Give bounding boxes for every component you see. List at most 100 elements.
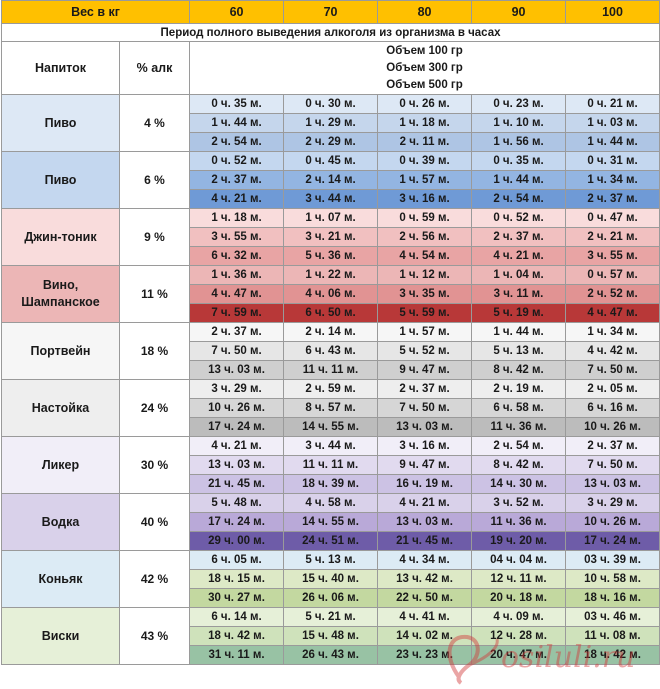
elimination-time-cell: 03 ч. 39 м.	[565, 550, 660, 570]
elimination-time-cell: 14 ч. 55 м.	[283, 512, 379, 532]
elimination-time-cell: 1 ч. 22 м.	[283, 265, 379, 285]
elimination-time-cell: 3 ч. 52 м.	[471, 493, 567, 513]
elimination-time-cell: 3 ч. 21 м.	[283, 227, 379, 247]
table-row: Коньяк 42 % 6 ч. 05 м. 5 ч. 13 м. 4 ч. 34 м.…	[1, 550, 660, 608]
elimination-time-cell: 16 ч. 19 м.	[377, 474, 473, 494]
elimination-time-cell: 0 ч. 30 м.	[283, 94, 379, 114]
volume-500: Объем 500 гр	[386, 78, 463, 91]
elimination-time-cell: 24 ч. 51 м.	[283, 531, 379, 551]
elimination-time-cell: 12 ч. 28 м.	[471, 626, 567, 646]
elimination-time-cell: 11 ч. 11 м.	[283, 360, 379, 380]
elimination-time-cell: 2 ч. 37 м.	[189, 170, 285, 190]
elimination-time-cell: 13 ч. 03 м.	[189, 360, 285, 380]
elimination-time-cell: 10 ч. 26 м.	[189, 398, 285, 418]
volume-100: Объем 100 гр	[386, 44, 463, 57]
elimination-time-cell: 18 ч. 16 м.	[565, 588, 660, 608]
drink-name: Джин-тоник	[1, 208, 120, 266]
elimination-time-cell: 13 ч. 03 м.	[565, 474, 660, 494]
elimination-time-cell: 4 ч. 09 м.	[471, 607, 567, 627]
table-row: 29 ч. 00 м. 24 ч. 51 м. 21 ч. 45 м. 19 ч. 2…	[2, 531, 660, 551]
table-row: 2 ч. 37 м. 2 ч. 14 м. 1 ч. 57 м. 1 ч. 44 м.…	[2, 170, 660, 190]
elimination-time-cell: 04 ч. 04 м.	[471, 550, 567, 570]
elimination-time-cell: 4 ч. 21 м.	[189, 189, 285, 209]
table-row: Виски 43 % 6 ч. 14 м. 5 ч. 21 м. 4 ч. 41 м. 4…	[1, 607, 660, 665]
elimination-time-cell: 6 ч. 05 м.	[189, 550, 285, 570]
elimination-time-cell: 14 ч. 55 м.	[283, 417, 379, 437]
period-title: Период полного выведения алкоголя из орг…	[0, 23, 660, 42]
weight-70: 70	[283, 0, 379, 24]
percent-column-header: % алк	[118, 41, 191, 95]
alcohol-percent: 42 %	[118, 550, 191, 608]
elimination-time-cell: 2 ч. 19 м.	[471, 379, 567, 399]
elimination-time-cell: 4 ч. 42 м.	[565, 341, 660, 361]
weight-60: 60	[189, 0, 285, 24]
elimination-time-cell: 2 ч. 37 м.	[377, 379, 473, 399]
elimination-time-cell: 1 ч. 56 м.	[471, 132, 567, 152]
alcohol-percent: 11 %	[118, 265, 191, 323]
elimination-time-cell: 5 ч. 36 м.	[283, 246, 379, 266]
elimination-time-cell: 1 ч. 34 м.	[565, 170, 660, 190]
elimination-time-cell: 6 ч. 58 м.	[471, 398, 567, 418]
elimination-time-cell: 2 ч. 37 м.	[565, 189, 660, 209]
elimination-time-cell: 18 ч. 15 м.	[189, 569, 285, 589]
elimination-time-cell: 26 ч. 06 м.	[283, 588, 379, 608]
weight-80: 80	[377, 0, 473, 24]
drink-name: Портвейн	[1, 322, 120, 380]
table-row: Настойка 24 % 3 ч. 29 м. 2 ч. 59 м. 2 ч. 37 …	[1, 379, 660, 437]
elimination-time-cell: 4 ч. 54 м.	[377, 246, 473, 266]
elimination-time-cell: 14 ч. 30 м.	[471, 474, 567, 494]
elimination-time-cell: 22 ч. 50 м.	[377, 588, 473, 608]
elimination-time-cell: 0 ч. 52 м.	[471, 208, 567, 228]
table-row: Вино, Шампанское 11 % 1 ч. 36 м. 1 ч. 22 м.…	[1, 265, 660, 323]
alcohol-percent: 43 %	[118, 607, 191, 665]
elimination-time-cell: 5 ч. 59 м.	[377, 303, 473, 323]
elimination-time-cell: 2 ч. 56 м.	[377, 227, 473, 247]
drink-name: Водка	[1, 493, 120, 551]
table-row: Пиво 6 % 0 ч. 52 м. 0 ч. 45 м. 0 ч. 39 м. 0 ч…	[1, 151, 660, 209]
elimination-time-cell: 0 ч. 47 м.	[565, 208, 660, 228]
table-row: Ликер 30 % 4 ч. 21 м. 3 ч. 44 м. 3 ч. 16 м. 2…	[1, 436, 660, 494]
elimination-time-cell: 13 ч. 42 м.	[377, 569, 473, 589]
table-row: 10 ч. 26 м. 8 ч. 57 м. 7 ч. 50 м. 6 ч. 58 м…	[2, 398, 660, 418]
drink-name: Ликер	[1, 436, 120, 494]
elimination-time-cell: 1 ч. 12 м.	[377, 265, 473, 285]
elimination-time-cell: 03 ч. 46 м.	[565, 607, 660, 627]
elimination-time-cell: 2 ч. 11 м.	[377, 132, 473, 152]
column-header-row: Напиток % алк Объем 100 гр Объем 300 гр …	[1, 41, 660, 95]
table-row: Пиво 4 % 0 ч. 35 м. 0 ч. 30 м. 0 ч. 26 м. 0 ч…	[1, 94, 660, 152]
alcohol-percent: 18 %	[118, 322, 191, 380]
elimination-time-cell: 18 ч. 39 м.	[283, 474, 379, 494]
elimination-time-cell: 0 ч. 39 м.	[377, 151, 473, 171]
elimination-time-cell: 7 ч. 50 м.	[565, 360, 660, 380]
elimination-time-cell: 0 ч. 45 м.	[283, 151, 379, 171]
elimination-time-cell: 13 ч. 03 м.	[377, 512, 473, 532]
elimination-time-cell: 21 ч. 45 м.	[189, 474, 285, 494]
elimination-time-cell: 1 ч. 44 м.	[471, 322, 567, 342]
elimination-time-cell: 2 ч. 37 м.	[471, 227, 567, 247]
elimination-time-cell: 15 ч. 40 м.	[283, 569, 379, 589]
table-row: 18 ч. 42 м. 15 ч. 48 м. 14 ч. 02 м. 12 ч. 2…	[2, 626, 660, 646]
weight-label: Вес в кг	[0, 0, 191, 24]
elimination-time-cell: 5 ч. 13 м.	[283, 550, 379, 570]
elimination-time-cell: 6 ч. 43 м.	[283, 341, 379, 361]
elimination-time-cell: 8 ч. 57 м.	[283, 398, 379, 418]
elimination-time-cell: 0 ч. 31 м.	[565, 151, 660, 171]
elimination-time-cell: 5 ч. 52 м.	[377, 341, 473, 361]
elimination-time-cell: 20 ч. 18 м.	[471, 588, 567, 608]
elimination-time-cell: 6 ч. 32 м.	[189, 246, 285, 266]
alcohol-percent: 24 %	[118, 379, 191, 437]
table-row: 4 ч. 47 м. 4 ч. 06 м. 3 ч. 35 м. 3 ч. 11 м.…	[2, 284, 660, 304]
alcohol-percent: 30 %	[118, 436, 191, 494]
drink-column-header: Напиток	[1, 41, 120, 95]
elimination-time-cell: 18 ч. 42 м.	[565, 645, 660, 665]
elimination-time-cell: 2 ч. 59 м.	[283, 379, 379, 399]
elimination-time-cell: 1 ч. 36 м.	[189, 265, 285, 285]
elimination-time-cell: 0 ч. 59 м.	[377, 208, 473, 228]
elimination-time-cell: 1 ч. 44 м.	[565, 132, 660, 152]
elimination-time-cell: 2 ч. 54 м.	[471, 189, 567, 209]
table-row: Джин-тоник 9 % 1 ч. 18 м. 1 ч. 07 м. 0 ч. 59…	[1, 208, 660, 266]
elimination-time-cell: 7 ч. 59 м.	[189, 303, 285, 323]
table-row: 17 ч. 24 м. 14 ч. 55 м. 13 ч. 03 м. 11 ч. 3…	[2, 512, 660, 532]
elimination-time-cell: 17 ч. 24 м.	[189, 417, 285, 437]
